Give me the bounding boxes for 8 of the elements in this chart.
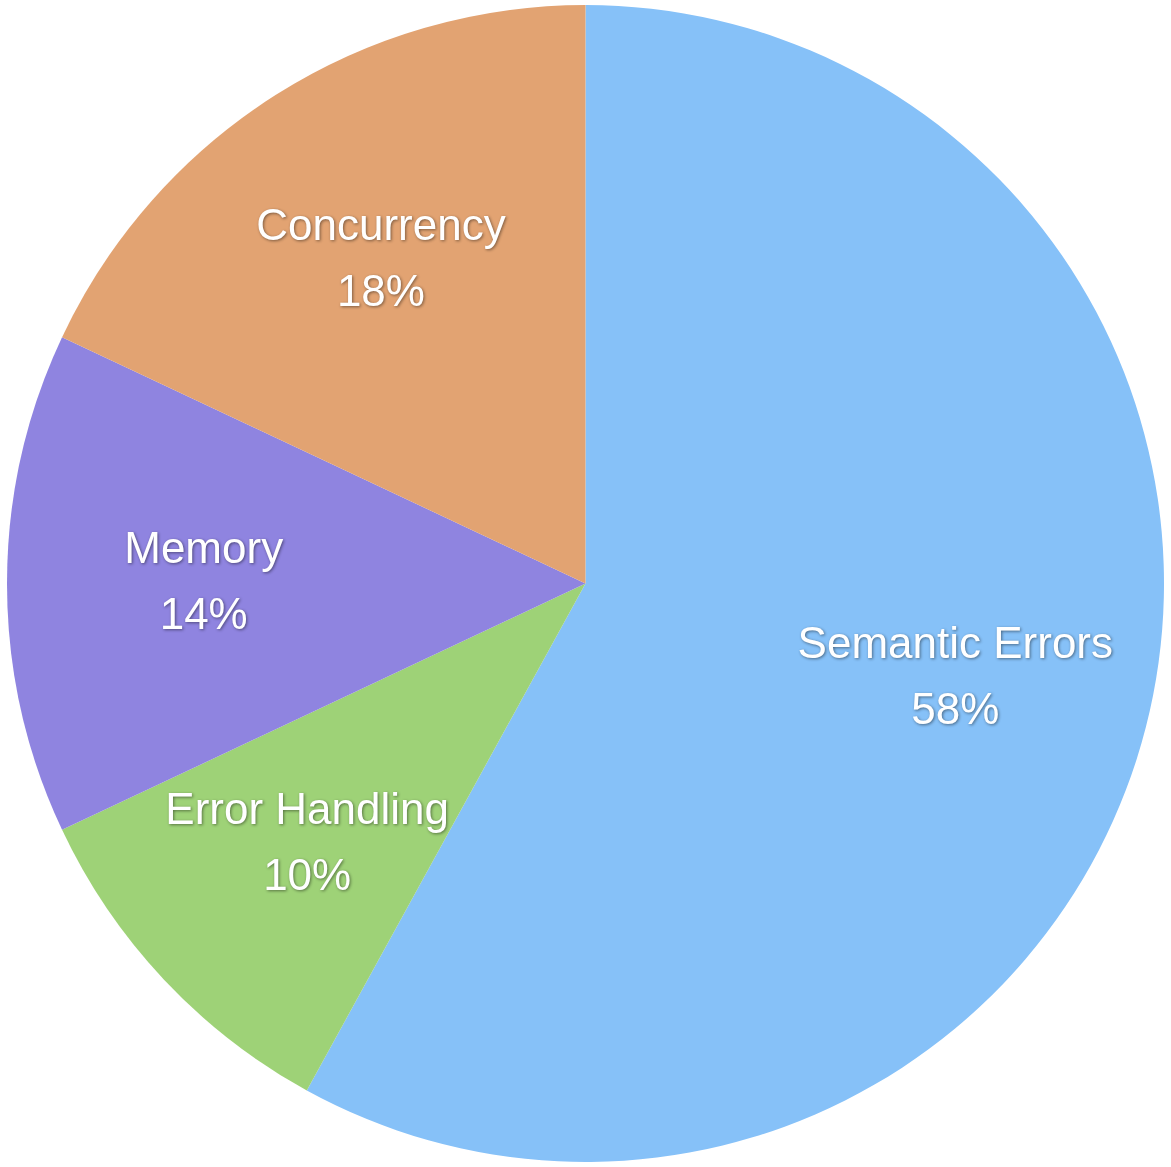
data-label: 18% <box>336 266 425 316</box>
data-label: 14% <box>159 588 248 638</box>
slice-label: Error Handling <box>165 784 450 834</box>
slice-label: Memory <box>124 522 284 572</box>
data-label: 58% <box>911 683 1000 733</box>
slice-label: Concurrency <box>256 200 506 250</box>
data-label: 10% <box>263 850 352 900</box>
slice-label: Semantic Errors <box>797 617 1114 667</box>
